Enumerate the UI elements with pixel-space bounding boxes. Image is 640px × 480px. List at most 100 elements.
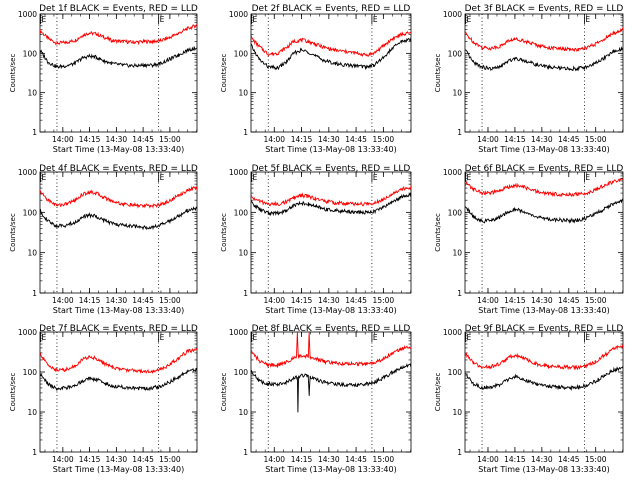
x-tick-label: 14:00 [477,296,499,305]
y-tick-label: 100 [23,208,38,217]
chart-panel-2: Det 2f BLACK = Events, RED = LLD 1 10 100 10… [220,4,412,154]
event-marker-label: E [585,333,590,342]
event-marker-label: E [42,173,47,182]
lld-series-line [465,344,623,371]
chart-title: Det 5f BLACK = Events, RED = LLD [252,164,411,174]
lld-series-line [465,27,623,53]
y-axis-label: Counts/sec [9,373,17,412]
y-tick-label: 10 [452,89,462,98]
x-tick-label: 14:30 [318,296,340,305]
x-tick-label: 14:45 [345,135,367,144]
x-tick-label: 15:00 [159,296,181,305]
x-tick-label: 14:15 [504,135,526,144]
x-tick-label: 15:00 [373,296,395,305]
y-tick-label: 10 [452,408,462,417]
event-marker-label: E [585,173,590,182]
y-tick-label: 10 [452,249,462,258]
y-tick-label: 100 [234,208,249,217]
y-tick-label: 10 [238,249,248,258]
plot-frame [250,331,412,453]
event-marker-label: E [253,333,258,342]
x-tick-label: 14:15 [291,455,313,464]
x-tick-label: 15:00 [585,455,607,464]
y-axis-label: Counts/sec [9,213,17,252]
chart-panel-3: Det 3f BLACK = Events, RED = LLD 1 10 100 10… [434,4,623,154]
y-tick-label: 100 [234,368,249,377]
chart-title: Det 8f BLACK = Events, RED = LLD [252,324,411,334]
y-tick-label: 1 [457,289,462,298]
events-series-line [40,206,197,231]
chart-panel-9: Det 9f BLACK = Events, RED = LLD 1 10 100 10… [434,324,623,474]
y-tick-label: 1000 [443,168,462,177]
event-marker-label: E [373,173,378,182]
y-tick-label: 100 [448,208,463,217]
x-axis-label: Start Time (13-May-08 13:33:40) [478,145,609,154]
y-tick-label: 1 [243,289,248,298]
plot-frame [464,171,624,294]
event-marker-label: E [467,173,472,182]
chart-title: Det 3f BLACK = Events, RED = LLD [465,4,624,14]
y-tick-label: 1 [457,448,462,457]
plot-frame [464,13,624,133]
events-series-line [40,46,197,70]
x-tick-label: 14:30 [106,296,128,305]
x-tick-label: 14:45 [558,296,580,305]
event-marker-label: E [373,333,378,342]
chart-title: Det 7f BLACK = Events, RED = LLD [39,324,198,334]
x-tick-label: 14:00 [263,135,285,144]
y-tick-label: 1000 [443,10,462,19]
y-tick-label: 100 [23,368,38,377]
x-tick-label: 14:15 [291,296,313,305]
chart-title: Det 1f BLACK = Events, RED = LLD [39,4,198,14]
events-series-line [251,363,411,413]
plot-frame [250,171,412,294]
x-axis-label: Start Time (13-May-08 13:33:40) [53,306,184,315]
x-tick-label: 15:00 [159,455,181,464]
y-axis-label: Counts/sec [434,213,442,252]
y-tick-label: 10 [238,89,248,98]
x-tick-label: 14:30 [531,296,553,305]
y-axis-label: Counts/sec [434,373,442,412]
x-axis-label: Start Time (13-May-08 13:33:40) [265,306,396,315]
x-tick-label: 14:00 [263,455,285,464]
y-tick-label: 10 [238,408,248,417]
y-tick-label: 1000 [443,328,462,337]
plot-frame [464,331,624,453]
x-tick-label: 15:00 [373,455,395,464]
x-tick-label: 14:15 [504,455,526,464]
y-tick-label: 1 [243,128,248,137]
event-marker-label: E [253,15,258,24]
y-tick-label: 10 [27,408,37,417]
x-tick-label: 14:45 [558,455,580,464]
lld-series-line [251,332,411,369]
chart-title: Det 9f BLACK = Events, RED = LLD [465,324,624,334]
event-marker-label: E [585,15,590,24]
event-marker-label: E [160,15,165,24]
lld-series-line [40,185,197,209]
x-tick-label: 14:45 [132,455,154,464]
y-tick-label: 100 [448,368,463,377]
plot-frame [250,13,412,133]
x-tick-label: 14:00 [52,455,74,464]
lld-series-line [40,24,197,46]
y-axis-label: Counts/sec [220,213,228,252]
chart-panel-6: Det 6f BLACK = Events, RED = LLD 1 10 100 10… [434,164,623,315]
plot-frame [39,171,198,294]
y-tick-label: 10 [27,89,37,98]
y-tick-label: 100 [23,49,38,58]
x-axis-label: Start Time (13-May-08 13:33:40) [478,465,609,474]
x-tick-label: 14:15 [79,296,101,305]
y-tick-label: 1 [32,128,37,137]
x-tick-label: 14:30 [531,455,553,464]
event-marker-label: E [467,333,472,342]
x-tick-label: 14:00 [52,135,74,144]
events-series-line [465,366,623,392]
y-tick-label: 1 [243,448,248,457]
events-series-line [40,367,197,392]
chart-panel-8: Det 8f BLACK = Events, RED = LLD 1 10 100 10… [220,324,412,474]
x-tick-label: 15:00 [159,135,181,144]
event-marker-label: E [467,15,472,24]
x-tick-label: 15:00 [585,135,607,144]
events-series-line [465,198,623,224]
plot-frame [39,13,198,133]
